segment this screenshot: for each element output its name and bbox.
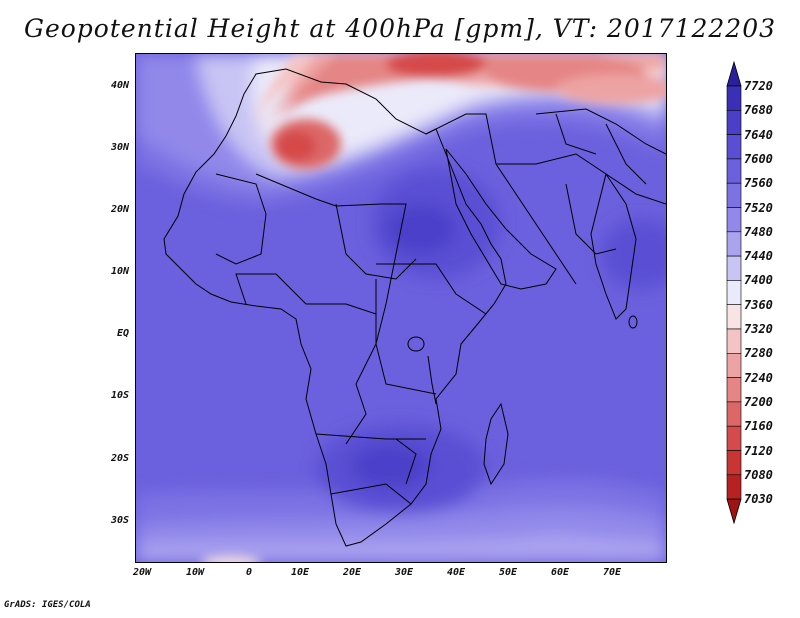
country-borders [163,68,666,547]
lon-label-50e: 50E [499,567,518,578]
colorbar-label: 7440 [744,249,773,264]
lon-label-0: 0 [246,567,253,578]
colorbar-swatch [726,425,742,451]
lon-label-20w: 20W [133,567,152,578]
colorbar-swatch [726,158,742,184]
colorbar-label: 7600 [744,151,773,166]
colorbar-swatch [726,231,742,257]
colorbar-label: 7480 [744,224,773,239]
lat-label-20s: 20S [110,453,129,464]
colorbar-swatch [726,377,742,403]
lat-label-10n: 10N [110,266,129,277]
lon-label-10w: 10W [186,567,205,578]
colorbar-label: 7560 [744,176,773,191]
map-title: Geopotential Height at 400hPa [gpm], VT:… [23,14,777,43]
colorbar-label: 7640 [744,127,773,142]
colorbar-label: 7400 [744,273,773,288]
lat-label-10s: 10S [110,390,129,401]
colorbar-label: 7280 [744,346,773,361]
colorbar-swatch [726,474,742,500]
colorbar-label: 7360 [744,297,773,312]
colorbar-swatch [726,182,742,208]
colorbar-label: 7520 [744,200,773,215]
lon-label-40e: 40E [447,567,466,578]
colorbar-label: 7200 [744,394,773,409]
lat-label-eq: EQ [116,328,129,339]
colorbar-label: 7240 [744,370,773,385]
colorbar-label: 7080 [744,467,773,482]
lat-label-30s: 30S [110,515,129,526]
lon-label-30e: 30E [395,567,414,578]
colorbar-label: 7160 [744,419,773,434]
lat-label-20n: 20N [110,204,129,215]
colorbar-swatch [726,280,742,305]
colorbar-label: 7720 [744,79,773,93]
credit-text: GrADS: IGES/COLA [4,600,91,610]
colorbar-swatch [726,352,742,378]
colorbar-label: 7680 [744,103,773,118]
lon-label-60e: 60E [551,567,570,578]
colorbar-swatch [726,85,742,111]
lat-label-40n: 40N [110,80,129,91]
colorbar-swatch [726,328,742,354]
colorbar-label: 7120 [744,443,773,458]
colorbar-swatch [726,109,742,135]
lon-label-20e: 20E [343,567,362,578]
colorbar-swatch [726,450,742,476]
colorbar-bottom-arrow [726,498,742,525]
geopotential-field [136,54,666,562]
colorbar-swatch [726,401,742,427]
lon-label-10e: 10E [291,567,310,578]
colorbar-top-arrow [726,60,742,87]
colorbar-swatch [726,255,742,281]
colorbar-swatch [726,304,742,330]
colorbar-label: 7320 [744,322,773,336]
lon-label-70e: 70E [603,567,622,578]
lat-label-30n: 30N [110,142,129,153]
colorbar [724,60,744,564]
colorbar-swatch [726,134,742,160]
colorbar-swatch [726,207,742,233]
colorbar-swatches [726,60,742,525]
colorbar-label: 7030 [744,492,773,507]
map-frame [135,53,667,563]
